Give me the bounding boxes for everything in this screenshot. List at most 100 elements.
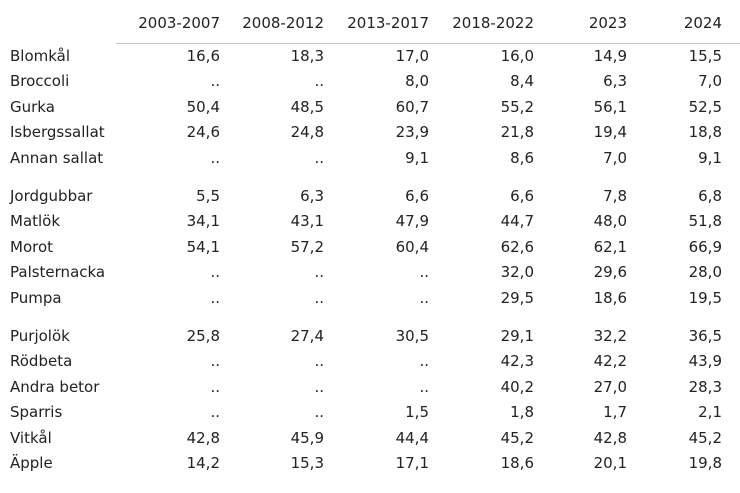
row-label: Äpple: [10, 454, 53, 473]
table-cell: 1,7: [603, 403, 627, 422]
header-row: 2003-2007 2008-2012 2013-2017 2018-2022 …: [0, 0, 740, 44]
table-cell: 16,0: [500, 47, 534, 65]
table-row: Matlök 34,1 43,1 47,9 44,7 48,0 51,8: [0, 209, 740, 234]
table-row: Gurka 50,4 48,5 60,7 55,2 56,1 52,5: [0, 95, 740, 120]
row-label: Jordgubbar: [10, 187, 93, 206]
table-cell: ..: [210, 72, 220, 91]
row-label: Gurka: [10, 97, 55, 116]
table-cell: 17,1: [395, 454, 429, 473]
table-cell: ..: [210, 148, 220, 167]
table-cell: 29,5: [500, 288, 534, 307]
table-cell: ..: [419, 377, 429, 396]
table-row: Purjolök 25,8 27,4 30,5 29,1 32,2 36,5: [0, 311, 740, 349]
table-cell: 17,0: [395, 47, 429, 65]
table-cell: 44,4: [395, 428, 429, 447]
row-label: Rödbeta: [10, 352, 73, 371]
table-cell: 48,0: [593, 212, 627, 231]
table-cell: ..: [314, 288, 324, 307]
table-cell: 60,7: [395, 97, 429, 116]
table-cell: 29,6: [593, 263, 627, 282]
table-cell: 62,1: [593, 237, 627, 256]
table-cell: 8,6: [510, 148, 534, 167]
table-cell: 43,9: [688, 352, 722, 371]
table-row: Sparris.... 1,5 1,8 1,7 2,1: [0, 400, 740, 425]
table-row: Rödbeta...... 42,3 42,2 43,9: [0, 349, 740, 374]
table-cell: 6,8: [698, 187, 722, 206]
table-cell: 24,8: [290, 123, 324, 142]
table-cell: ..: [210, 288, 220, 307]
table-cell: 42,3: [500, 352, 534, 371]
table-row: Pumpa...... 29,5 18,6 19,5: [0, 286, 740, 311]
table-cell: 45,2: [688, 428, 722, 447]
table-cell: 8,0: [405, 72, 429, 91]
table-cell: ..: [314, 403, 324, 422]
table-cell: 45,2: [500, 428, 534, 447]
table-cell: ..: [314, 263, 324, 282]
table-cell: 1,5: [405, 403, 429, 422]
table-cell: 15,3: [290, 454, 324, 473]
table-row: Palsternacka...... 32,0 29,6 28,0: [0, 260, 740, 285]
row-label: Pumpa: [10, 288, 62, 307]
table-cell: 62,6: [500, 237, 534, 256]
table-cell: 18,8: [688, 123, 722, 142]
table-cell: 34,1: [186, 212, 220, 231]
row-label: Isbergssallat: [10, 123, 105, 142]
data-table: 2003-2007 2008-2012 2013-2017 2018-2022 …: [0, 0, 740, 476]
table-cell: 42,8: [593, 428, 627, 447]
table-cell: 19,4: [593, 123, 627, 142]
table-header: 2003-2007 2008-2012 2013-2017 2018-2022 …: [0, 0, 740, 44]
table-row: Andra betor...... 40,2 27,0 28,3: [0, 375, 740, 400]
table-cell: 2,1: [698, 403, 722, 422]
table-cell: 14,2: [186, 454, 220, 473]
table-cell: ..: [314, 148, 324, 167]
table-cell: 44,7: [500, 212, 534, 231]
table-cell: 9,1: [698, 148, 722, 167]
table-cell: 42,8: [186, 428, 220, 447]
table-cell: 27,0: [593, 377, 627, 396]
table-cell: ..: [419, 352, 429, 371]
row-label: Morot: [10, 237, 54, 256]
table-cell: ..: [419, 288, 429, 307]
header-label-column: [0, 0, 116, 44]
table-cell: 8,4: [510, 72, 534, 91]
table-row: Vitkål 42,8 45,9 44,4 45,2 42,8 45,2: [0, 426, 740, 451]
table-cell: 24,6: [186, 123, 220, 142]
table-cell: 48,5: [290, 97, 324, 116]
row-label: Annan sallat: [10, 148, 104, 167]
table-cell: ..: [314, 72, 324, 91]
table-cell: 1,8: [510, 403, 534, 422]
table-cell: 9,1: [405, 148, 429, 167]
table-cell: 60,4: [395, 237, 429, 256]
table-cell: 6,3: [603, 72, 627, 91]
column-header: 2008-2012: [220, 0, 324, 44]
table-cell: ..: [210, 263, 220, 282]
table-cell: ..: [314, 352, 324, 371]
table-cell: ..: [419, 263, 429, 282]
table-cell: 27,4: [290, 327, 324, 346]
table-cell: 32,0: [500, 263, 534, 282]
table-cell: 21,8: [500, 123, 534, 142]
row-label: Vitkål: [10, 428, 52, 447]
column-header: 2023: [534, 0, 627, 44]
table-row: Blomkål 16,6 18,3 17,0 16,0 14,9 15,5: [0, 44, 740, 70]
table-cell: ..: [210, 403, 220, 422]
row-label: Andra betor: [10, 377, 100, 396]
table-cell: 32,2: [593, 327, 627, 346]
table-cell: 7,0: [698, 72, 722, 91]
table-cell: 47,9: [395, 212, 429, 231]
table-row: Isbergssallat 24,6 24,8 23,9 21,8 19,4 18,8: [0, 120, 740, 145]
table-cell: 6,3: [300, 187, 324, 206]
table-cell: 18,6: [500, 454, 534, 473]
table-cell: ..: [314, 377, 324, 396]
column-header: 2024: [627, 0, 740, 44]
table-cell: 25,8: [186, 327, 220, 346]
table-cell: 43,1: [290, 212, 324, 231]
table-cell: 54,1: [186, 237, 220, 256]
table-cell: 20,1: [593, 454, 627, 473]
table-cell: 23,9: [395, 123, 429, 142]
table-cell: 30,5: [395, 327, 429, 346]
table-cell: ..: [210, 352, 220, 371]
table-cell: 56,1: [593, 97, 627, 116]
table-cell: 55,2: [500, 97, 534, 116]
table-row: Äpple 14,2 15,3 17,1 18,6 20,1 19,8: [0, 451, 740, 476]
